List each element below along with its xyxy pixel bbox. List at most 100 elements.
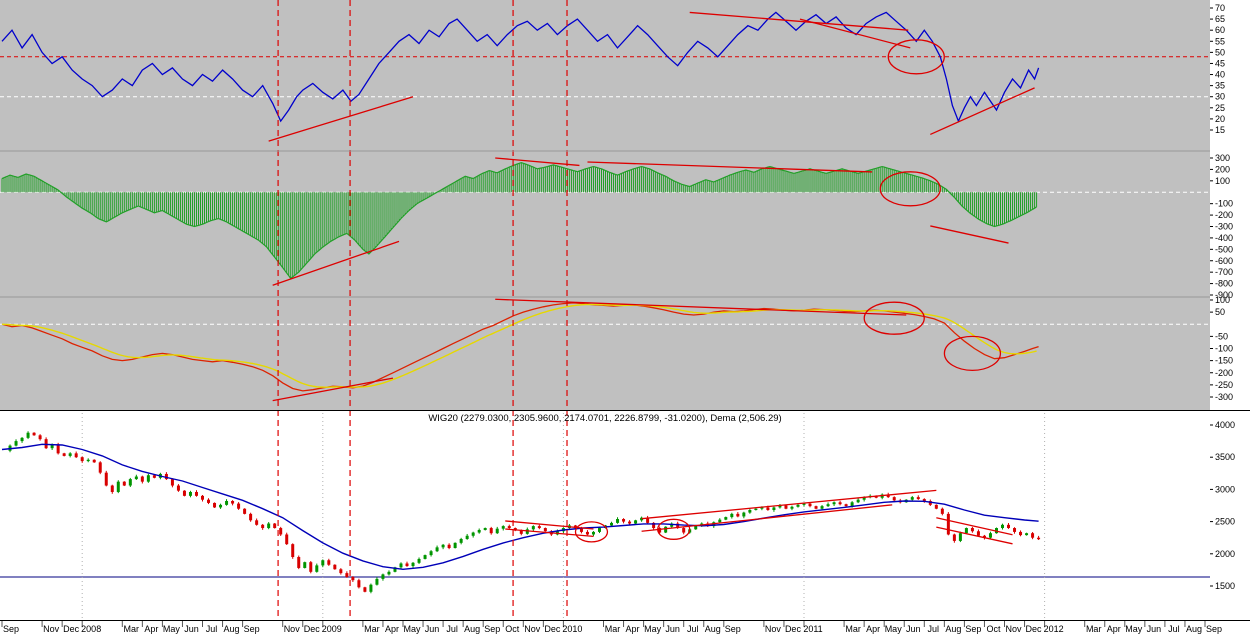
oscillator-plot-area[interactable]: [0, 0, 1210, 151]
candle-body: [74, 453, 78, 458]
candle-body: [507, 526, 511, 529]
oscillator-trendline-2[interactable]: [268, 96, 414, 142]
candle-body: [742, 512, 746, 517]
xaxis-label: 2012: [1044, 624, 1064, 634]
smoothed-oscillator-plot-area[interactable]: [0, 297, 1210, 411]
dema-line: [1, 443, 1039, 571]
candle-body: [411, 562, 415, 567]
price-plot-area[interactable]: [0, 411, 1210, 620]
xaxis-label: Jul: [687, 624, 699, 634]
histogram-ellipse-5[interactable]: [879, 171, 941, 207]
candle-body: [543, 528, 547, 532]
histogram-trendline-3[interactable]: [587, 161, 873, 173]
candle-body: [1019, 531, 1023, 536]
candle-body: [104, 472, 108, 486]
oscillator-line: [1, 11, 1040, 123]
candle-body: [110, 485, 114, 492]
price-trendline-2[interactable]: [505, 528, 594, 538]
candle-body: [20, 437, 24, 442]
candle-body: [128, 479, 132, 486]
candle-body: [279, 528, 283, 535]
xaxis-label: 2009: [322, 624, 342, 634]
histogram-trendline-4[interactable]: [930, 225, 1009, 244]
candle-body: [176, 485, 180, 491]
xaxis-label: May: [403, 624, 421, 634]
xaxis-label: Sep: [965, 624, 981, 634]
xaxis-label: Sep: [244, 624, 260, 634]
candle-body: [489, 528, 493, 534]
xaxis-label: Nov: [284, 624, 301, 634]
price-trendline-5[interactable]: [936, 517, 1013, 536]
xaxis-label: Aug: [224, 624, 240, 634]
candle-body: [832, 502, 836, 505]
histogram-plot-area[interactable]: [0, 151, 1210, 297]
candle-body: [850, 502, 854, 507]
price-trendline-1[interactable]: [505, 520, 594, 530]
candle-body: [219, 504, 223, 508]
candle-body: [934, 504, 938, 509]
xaxis-label: Jun: [425, 624, 440, 634]
smoothed-oscillator-ellipse-3[interactable]: [863, 301, 925, 335]
candle-body: [1007, 524, 1011, 529]
candle-body: [399, 563, 403, 568]
candle-body: [694, 525, 698, 530]
candle-body: [459, 538, 463, 543]
candle-body: [261, 524, 265, 529]
smoothed-oscillator-ytick--50: -50: [1215, 331, 1228, 341]
candle-body: [874, 495, 878, 498]
price-trendline-4[interactable]: [641, 504, 893, 532]
xaxis-label: Apr: [1107, 624, 1121, 634]
xaxis-label: Nov: [524, 624, 541, 634]
oscillator-trendline-4[interactable]: [689, 11, 909, 31]
histogram-ytick--100: -100: [1215, 199, 1233, 209]
xaxis-label: Dec: [63, 624, 80, 634]
candle-body: [682, 528, 686, 533]
candle-body: [188, 491, 192, 496]
xaxis-label: Mar: [124, 624, 140, 634]
candle-body: [579, 528, 583, 532]
candle-body: [146, 475, 150, 482]
price-ellipse-7[interactable]: [574, 521, 609, 543]
candle-body: [441, 544, 445, 548]
price-trendline-3[interactable]: [641, 489, 937, 520]
candle-body: [369, 584, 373, 592]
candle-body: [351, 576, 355, 581]
xaxis-label: Jul: [206, 624, 218, 634]
smoothed-oscillator-trendline-2[interactable]: [495, 298, 907, 316]
candle-body: [531, 526, 535, 530]
oscillator-ellipse-6[interactable]: [887, 39, 945, 75]
price-ellipse-8[interactable]: [657, 518, 691, 540]
histogram-ytick--600: -600: [1215, 256, 1233, 266]
oscillator-ytick-25: 25: [1215, 103, 1225, 113]
xaxis-label: Mar: [605, 624, 621, 634]
candle-body: [946, 513, 950, 535]
candle-body: [26, 432, 30, 438]
candle-body: [309, 562, 313, 572]
candle-body: [1000, 524, 1004, 529]
candle-body: [910, 497, 914, 500]
candle-body: [778, 505, 782, 508]
candle-body: [387, 571, 391, 575]
xaxis-label: Dec: [544, 624, 561, 634]
candle-body: [116, 481, 120, 492]
oscillator-trendline-5[interactable]: [799, 18, 911, 49]
xaxis-label: Apr: [144, 624, 158, 634]
candle-body: [640, 517, 644, 521]
xaxis-label: Aug: [945, 624, 961, 634]
smoothed-oscillator-ellipse-4[interactable]: [943, 335, 1002, 372]
oscillator-ytick-65: 65: [1215, 14, 1225, 24]
histogram-trendline-2[interactable]: [495, 157, 580, 167]
candle-body: [201, 495, 204, 500]
xaxis-label: Jun: [906, 624, 921, 634]
candle-body: [610, 522, 614, 526]
xaxis-label: May: [1125, 624, 1143, 634]
candle-body: [922, 499, 926, 501]
candle-body: [225, 500, 229, 505]
price-ytick-1500: 1500: [1215, 581, 1235, 591]
smoothed-oscillator-trendline-1[interactable]: [272, 377, 394, 402]
price-trendline-6[interactable]: [936, 526, 1013, 545]
histogram-trendline-1[interactable]: [272, 240, 400, 286]
candle-body: [646, 517, 650, 523]
oscillator-trendline-3[interactable]: [930, 87, 1035, 136]
